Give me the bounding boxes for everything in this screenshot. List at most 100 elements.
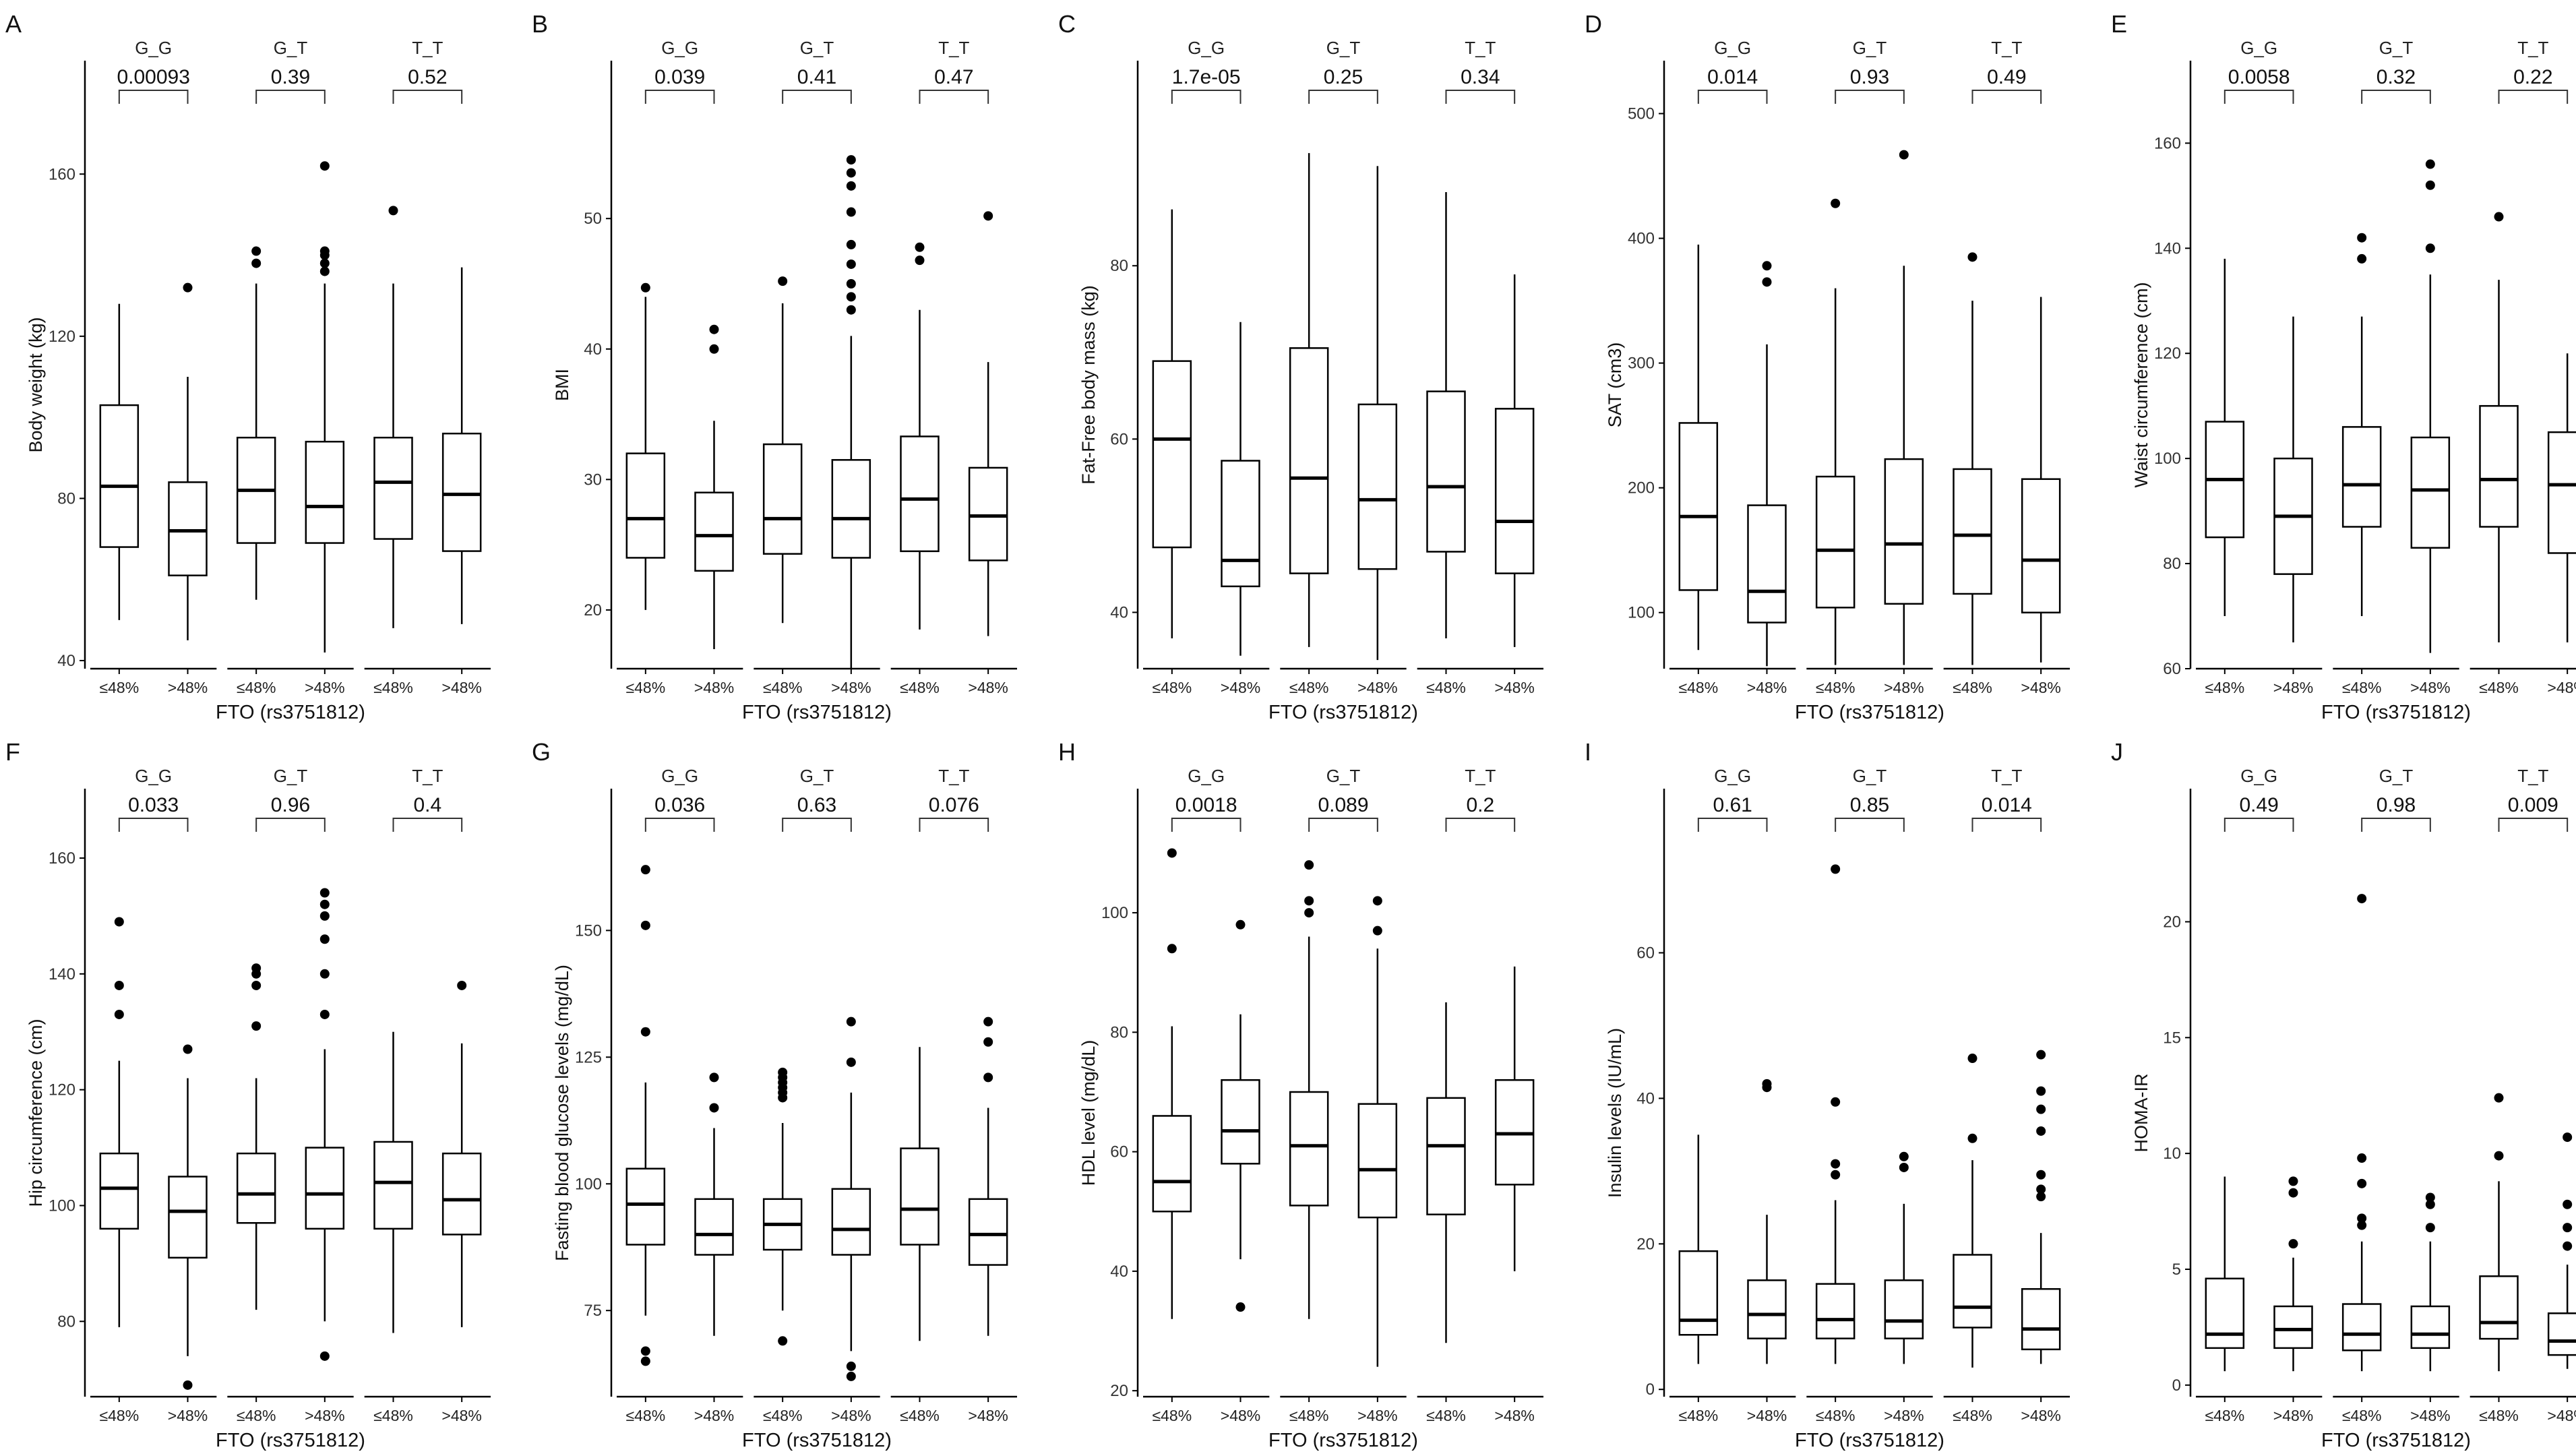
y-tick-label: 40: [1636, 1089, 1655, 1108]
outlier-point: [2425, 1223, 2435, 1233]
outlier-point: [2036, 1192, 2046, 1202]
box-iqr: [1152, 360, 1192, 549]
facet-label-g-g: G_G: [661, 38, 698, 58]
outlier-point: [1235, 1302, 1246, 1312]
box-iqr: [762, 443, 803, 555]
x-tick-label: >48%: [305, 679, 344, 696]
significance-bracket: [919, 90, 989, 104]
outlier-point: [778, 276, 788, 286]
box-iqr: [1678, 1250, 1719, 1336]
box-iqr: [694, 491, 734, 572]
outlier-point: [1762, 277, 1772, 287]
x-tick-label: ≤48%: [763, 679, 803, 696]
p-value-label: 0.41: [797, 66, 836, 88]
panel-c: C 40 60 80 Fat-Free body mass (kg) G_G 1.7e-05…: [1058, 10, 1543, 723]
p-value-label: 0.009: [2508, 794, 2558, 816]
box-iqr: [2410, 436, 2451, 549]
box-t-t-gt48: [968, 211, 1008, 636]
box-t-t-gt48: [2021, 1050, 2061, 1364]
significance-bracket: [1835, 90, 1905, 104]
p-value-label: 1.7e-05: [1172, 66, 1241, 88]
y-tick-label: 500: [1628, 105, 1655, 123]
outlier-point: [1304, 896, 1314, 906]
outlier-point: [640, 282, 650, 293]
x-tick-label: ≤48%: [237, 1407, 276, 1424]
box-t-t-le48: [1426, 191, 1466, 639]
outlier-point: [1967, 1133, 1977, 1143]
significance-bracket: [1171, 90, 1241, 104]
y-tick-label: 80: [1110, 257, 1128, 275]
outlier-point: [640, 865, 650, 875]
box-iqr: [625, 1167, 666, 1246]
outlier-point: [2494, 212, 2504, 222]
panel-letter: D: [1585, 10, 1602, 38]
outlier-point: [251, 1021, 262, 1031]
box-iqr: [1357, 1103, 1398, 1219]
box-iqr: [1289, 347, 1329, 574]
outlier-point: [983, 1037, 993, 1047]
box-iqr: [831, 1188, 871, 1256]
x-tick-label: >48%: [2273, 1407, 2313, 1424]
box-g-t-le48: [1289, 153, 1329, 647]
box-iqr: [968, 466, 1008, 562]
y-tick-label: 20: [2163, 913, 2181, 931]
x-tick-label: ≤48%: [2342, 679, 2382, 696]
outlier-point: [846, 207, 856, 217]
panel-j: J 0 5 10 15 20 HOMA-IR G_G 0.49 G_T 0.98 T_T 0.009 ≤4…: [2111, 738, 2576, 1451]
box-g-g-gt48: [1221, 919, 1260, 1312]
box-iqr: [1678, 422, 1719, 591]
panel-h: H 20 40 60 80 100 HDL level (mg/dL) G_G 0.0018 G_…: [1058, 738, 1543, 1451]
box-g-t-le48: [236, 963, 276, 1310]
box-t-t-gt48: [2547, 353, 2576, 643]
box-iqr: [168, 481, 208, 576]
box-iqr: [2205, 1277, 2245, 1349]
significance-bracket: [1835, 818, 1905, 832]
panel-i: I 0 20 40 60 Insulin levels (IU/mL) G_G 0.61 G_T…: [1585, 738, 2070, 1451]
significance-bracket: [1971, 90, 2042, 104]
outlier-point: [709, 1103, 719, 1113]
box-g-t-gt48: [831, 155, 871, 669]
x-tick-label: ≤48%: [625, 679, 665, 696]
y-tick-label: 20: [584, 601, 602, 619]
facet-label-t-t: T_T: [2517, 38, 2548, 58]
significance-bracket: [255, 818, 326, 832]
p-value-label: 0.0018: [1175, 794, 1237, 816]
facet-label-g-g: G_G: [661, 766, 698, 786]
box-iqr: [236, 1152, 276, 1224]
x-tick-label: ≤48%: [1152, 1407, 1192, 1424]
y-axis-title: SAT (cm3): [1605, 342, 1625, 428]
box-iqr: [968, 1198, 1008, 1266]
outlier-point: [846, 155, 856, 165]
panel-letter: E: [2111, 10, 2127, 38]
p-value-label: 0.39: [271, 66, 310, 88]
facet-label-g-t: G_T: [1326, 38, 1361, 58]
x-tick-label: ≤48%: [763, 1407, 803, 1424]
x-tick-label: >48%: [1747, 679, 1787, 696]
x-tick-label: >48%: [2547, 1407, 2576, 1424]
significance-bracket: [2498, 90, 2569, 104]
panel-letter: I: [1585, 738, 1591, 766]
outlier-point: [2357, 253, 2367, 264]
p-value-label: 0.49: [2239, 794, 2278, 816]
x-tick-label: >48%: [1221, 679, 1260, 696]
box-iqr: [1747, 1279, 1787, 1339]
outlier-point: [1899, 150, 1909, 160]
y-tick-label: 80: [57, 1312, 75, 1331]
facet-label-g-g: G_G: [135, 766, 172, 786]
outlier-point: [846, 1371, 856, 1381]
outlier-point: [983, 1017, 993, 1027]
box-g-t-gt48: [305, 888, 345, 1361]
p-value-label: 0.93: [1850, 66, 1889, 88]
p-value-label: 0.014: [1982, 794, 2032, 816]
box-g-t-gt48: [2410, 1192, 2451, 1372]
box-t-t-gt48: [1494, 274, 1535, 647]
significance-bracket: [118, 90, 189, 104]
x-tick-label: ≤48%: [1953, 1407, 1992, 1424]
panel-letter: J: [2111, 738, 2123, 766]
outlier-point: [2288, 1176, 2298, 1186]
panel-letter: B: [532, 10, 548, 38]
outlier-point: [1967, 252, 1977, 262]
significance-bracket: [392, 90, 463, 104]
facet-label-t-t: T_T: [1991, 38, 2022, 58]
y-axis-title: Fasting blood glucose levels (mg/dL): [552, 965, 572, 1261]
